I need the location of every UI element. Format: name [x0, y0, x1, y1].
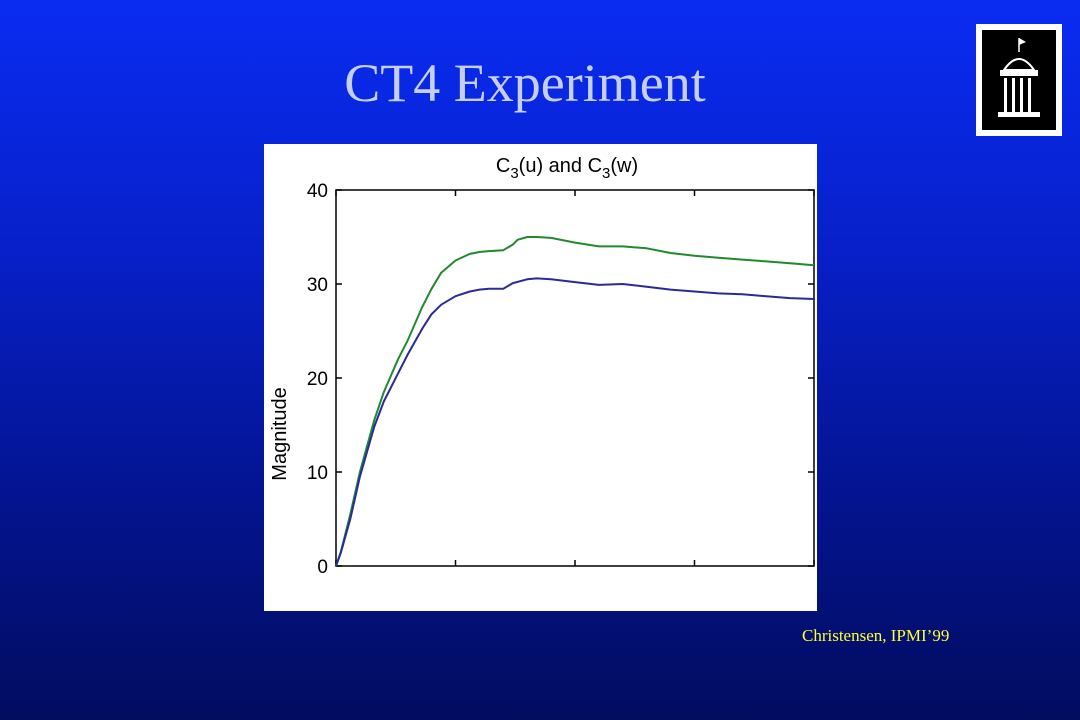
chart-title-part: C	[496, 155, 510, 177]
chart-title: C3(u) and C3(w)	[496, 155, 638, 182]
chart-panel: C3(u) and C3(w) Magnitude 0 10 20 30 40	[264, 144, 817, 611]
slide-title: CT4 Experiment	[344, 53, 706, 113]
series-line-1	[335, 277, 815, 567]
y-tick-label: 30	[307, 275, 328, 296]
axes: 0 10 20 30 40	[307, 181, 815, 578]
plot-frame	[335, 189, 815, 567]
y-tick-label: 40	[307, 181, 328, 202]
credit-text: Christensen, IPMI’99	[802, 626, 950, 645]
y-tick-label: 10	[307, 463, 328, 484]
logo-building-drawing	[998, 38, 1040, 117]
chart-title-part: (u) and C	[519, 155, 602, 177]
chart-title-part: (w)	[610, 155, 638, 177]
logo-background	[982, 30, 1056, 130]
series-layer	[335, 236, 815, 567]
y-tick-label: 0	[317, 557, 328, 578]
y-axis-label: Magnitude	[269, 387, 291, 480]
y-tick-label: 20	[307, 369, 328, 390]
university-building-icon	[976, 24, 1062, 136]
series-line-0	[335, 236, 815, 567]
chart-title-subscript: 3	[602, 165, 610, 182]
chart-title-subscript: 3	[510, 165, 518, 182]
